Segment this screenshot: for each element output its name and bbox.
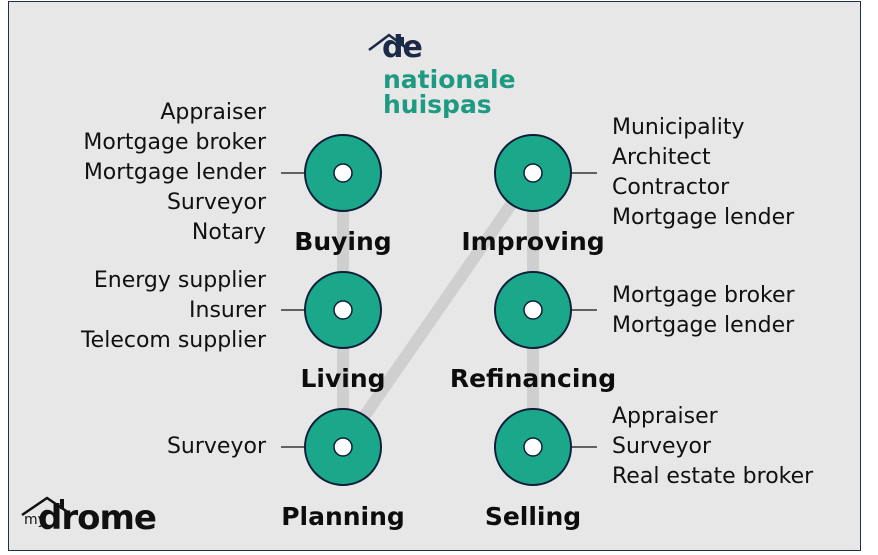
node-buying <box>304 134 382 212</box>
living-role: Telecom supplier <box>80 328 266 353</box>
refinancing-role: Mortgage lender <box>612 313 795 338</box>
living-role: Insurer <box>189 298 266 323</box>
mydrome-chimney-icon <box>60 499 64 509</box>
path-planning-improving <box>337 167 539 453</box>
refinancing-roles: Mortgage broker Mortgage lender <box>612 281 795 341</box>
buying-role: Appraiser <box>160 100 266 125</box>
improving-roles: Municipality Architect Contractor Mortga… <box>612 113 794 233</box>
planning-roles: Surveyor <box>167 432 266 462</box>
node-living <box>304 271 382 349</box>
improving-role: Contractor <box>612 175 730 200</box>
mydrome-roof-icon <box>21 496 73 517</box>
mydrome-drome: drome <box>38 498 157 538</box>
refinancing-role: Mortgage broker <box>612 283 795 308</box>
diagram-frame <box>8 1 861 551</box>
selling-role: Real estate broker <box>612 464 814 489</box>
stage-label-improving: Improving <box>461 227 605 256</box>
planning-role: Surveyor <box>166 434 266 459</box>
node-refinancing <box>494 271 572 349</box>
logo-chimney-icon <box>400 37 404 46</box>
logo-nationale: nationale <box>383 65 516 94</box>
selling-role: Surveyor <box>612 434 712 459</box>
logo-huispas: huispas <box>383 90 492 119</box>
living-role: Energy supplier <box>93 268 266 293</box>
selling-role: Appraiser <box>612 404 718 429</box>
node-selling <box>494 408 572 486</box>
improving-role: Municipality <box>612 115 745 140</box>
buying-role: Mortgage lender <box>83 160 266 185</box>
logo-de: de <box>382 30 423 65</box>
stage-label-refinancing: Refinancing <box>449 364 617 393</box>
node-planning <box>304 408 382 486</box>
buying-role: Notary <box>191 220 266 245</box>
stage-label-planning: Planning <box>281 502 405 531</box>
improving-role: Architect <box>612 145 711 170</box>
mydrome-my: my <box>24 512 46 528</box>
stage-label-selling: Selling <box>484 502 582 531</box>
buying-role: Mortgage broker <box>83 130 266 155</box>
selling-roles: Appraiser Surveyor Real estate broker <box>612 402 813 492</box>
stage-label-buying: Buying <box>294 227 392 256</box>
living-roles: Energy supplier Insurer Telecom supplier <box>81 266 266 356</box>
improving-role: Mortgage lender <box>612 205 795 230</box>
buying-roles: Appraiser Mortgage broker Mortgage lende… <box>83 98 266 248</box>
stage-label-living: Living <box>300 364 386 393</box>
node-improving <box>494 134 572 212</box>
buying-role: Surveyor <box>166 190 266 215</box>
